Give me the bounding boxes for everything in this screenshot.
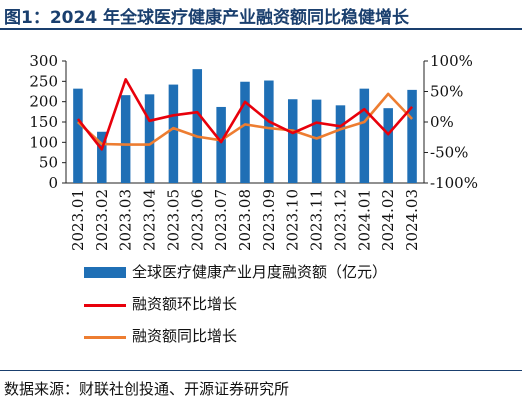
left-tick-label: 300 bbox=[29, 52, 58, 70]
x-tick-label: 2023.08 bbox=[236, 189, 254, 251]
yoy-growth-line bbox=[77, 92, 414, 146]
bar bbox=[144, 94, 155, 183]
bar bbox=[264, 80, 274, 183]
source-divider bbox=[0, 370, 522, 371]
right-tick-label: -100% bbox=[430, 174, 478, 192]
bar bbox=[168, 84, 179, 183]
bar bbox=[73, 88, 83, 183]
x-tick-label: 2024.01 bbox=[355, 189, 373, 251]
bar bbox=[407, 89, 417, 183]
x-tick-label: 2023.02 bbox=[93, 189, 111, 251]
legend-label-mom: 融资额环比增长 bbox=[132, 295, 238, 313]
bar bbox=[311, 99, 322, 183]
x-tick-label: 2023.05 bbox=[164, 189, 182, 251]
x-tick-label: 2023.01 bbox=[69, 189, 87, 251]
right-tick-label: 100% bbox=[430, 52, 473, 70]
x-tick-label: 2023.10 bbox=[284, 189, 302, 251]
x-tick-label: 2023.07 bbox=[212, 189, 230, 251]
left-tick-label: 150 bbox=[29, 113, 58, 131]
x-tick-label: 2023.12 bbox=[331, 189, 349, 251]
legend-swatch-yoy bbox=[84, 336, 126, 339]
left-tick-label: 200 bbox=[29, 93, 58, 111]
bar bbox=[383, 108, 393, 183]
chart-title: 图1：2024 年全球医疗健康产业融资额同比稳健增长 bbox=[4, 8, 410, 28]
left-tick-label: 0 bbox=[48, 174, 58, 192]
legend-swatch-bar bbox=[84, 267, 126, 278]
bar bbox=[216, 106, 226, 183]
right-tick-label: 50% bbox=[430, 83, 463, 101]
bar bbox=[240, 81, 250, 183]
x-tick-label: 2024.02 bbox=[379, 189, 397, 251]
bar bbox=[335, 105, 346, 183]
right-tick-label: 0% bbox=[430, 113, 454, 131]
x-tick-label: 2023.06 bbox=[188, 189, 206, 251]
x-tick-label: 2023.04 bbox=[141, 189, 159, 251]
bar bbox=[97, 131, 107, 183]
x-tick-label: 2023.09 bbox=[260, 189, 278, 251]
bar bbox=[359, 88, 370, 183]
source-note: 数据来源：财联社创投通、开源证券研究所 bbox=[4, 380, 290, 398]
legend-label-bar: 全球医疗健康产业月度融资额（亿元） bbox=[132, 263, 388, 281]
title-divider bbox=[0, 28, 522, 30]
left-tick-label: 100 bbox=[29, 133, 58, 151]
chart-area: 0 50 100 150 200 250 300 100% 50% 0% -50% -100% 2023… bbox=[29, 52, 478, 251]
legend-swatch-mom bbox=[84, 304, 126, 307]
legend-label-yoy: 融资额同比增长 bbox=[132, 327, 238, 345]
x-tick-label: 2023.03 bbox=[117, 189, 135, 251]
bar bbox=[192, 69, 203, 183]
left-tick-label: 50 bbox=[39, 154, 58, 172]
x-tick-label: 2023.11 bbox=[308, 189, 326, 251]
mom-growth-line bbox=[76, 78, 414, 151]
x-tick-label: 2024.03 bbox=[403, 189, 421, 251]
right-tick-label: -50% bbox=[430, 144, 468, 162]
left-tick-label: 250 bbox=[29, 72, 58, 90]
bar bbox=[120, 95, 131, 183]
bar bbox=[287, 99, 298, 183]
